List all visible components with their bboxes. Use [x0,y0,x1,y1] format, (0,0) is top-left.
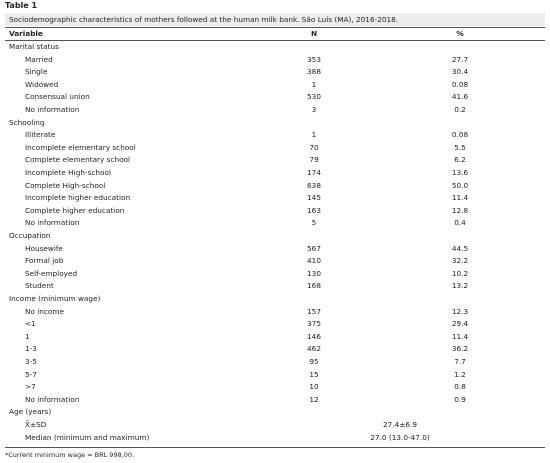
cell-pct: 30.4 [451,67,469,77]
cell-pct: 13.6 [451,168,469,177]
cell-n: 388 [307,67,321,77]
cell-n: 530 [307,92,321,102]
row-label: Self-employed [25,268,78,278]
cell-pct: 6.2 [454,155,466,165]
rule [5,27,545,28]
cell-pct: 7.7 [454,357,466,366]
header-cell: Variable [9,29,43,38]
cell-pct: 44.5 [451,243,469,253]
row-label: Complete higher education [25,205,125,215]
cell-value: 27.0 (13.0-47.0) [370,432,430,442]
header-cell: % [456,29,464,38]
cell-pct: 0.4 [454,218,466,228]
section-title: Occupation [9,231,51,240]
cell-n: 15 [309,369,319,379]
rule [5,40,545,41]
cell-value: 27.4±6.9 [383,420,417,429]
row-label: Illiterate [25,130,56,140]
cell-pct: 50.0 [451,180,469,190]
row-label: Complete elementary school [25,155,131,165]
cell-pct: 12.8 [451,205,469,215]
section-title: Schooling [9,117,45,127]
row-label: No information [25,218,80,228]
cell-n: 375 [307,319,321,329]
cell-pct: 13.2 [451,281,469,291]
cell-n: 174 [307,168,321,177]
row-label: >7 [25,382,36,392]
cell-pct: 32.2 [451,256,469,266]
header-cell: N [310,29,318,38]
row-label: Student [25,281,54,291]
section-title: Marital status [9,42,59,51]
table-label: Table 1 [5,1,38,10]
cell-pct: 0.8 [454,382,466,392]
row-label: No income [25,306,64,316]
cell-pct: 36.2 [451,344,469,354]
cell-n: 130 [307,268,321,278]
rule [5,447,545,448]
row-label: 1 [25,331,30,341]
cell-pct: 41.6 [451,92,469,102]
cell-n: 638 [307,180,321,190]
row-label: Widowed [25,79,59,89]
caption-bar [5,13,545,26]
row-label: Incomplete elementary school [25,142,136,152]
cell-n: 79 [309,155,319,165]
row-label: 5-7 [25,369,37,379]
cell-pct: 29.4 [451,319,469,329]
cell-n: 12 [309,394,319,404]
section-title: Income (minimum wage) [9,294,101,303]
row-label: 1-3 [25,344,37,354]
cell-n: 157 [307,306,321,316]
footnote: *Current minimum wage = BRL 998,00. [5,451,135,459]
row-label: Single [25,67,48,77]
cell-n: 146 [307,331,321,341]
cell-pct: 0.08 [451,79,469,89]
caption: Sociodemographic characteristics of moth… [9,15,399,24]
row-label: <1 [25,319,36,329]
row-label: No information [25,394,80,404]
row-label: No information [25,105,80,114]
cell-pct: 0.9 [454,394,466,404]
row-label: Incomplete higher education [25,193,131,203]
row-label: Consensual union [25,92,90,102]
cell-n: 10 [309,382,319,392]
row-label: Complete High-school [25,180,106,190]
cell-pct: 0.2 [454,105,466,114]
cell-pct: 0.08 [451,130,469,140]
row-label: Married [25,54,53,64]
cell-pct: 1.2 [454,369,466,379]
cell-n: 5 [311,218,317,228]
row-label: Formal job [25,256,64,266]
cell-n: 3 [311,105,317,114]
cell-n: 353 [307,54,321,64]
cell-n: 163 [307,205,321,215]
cell-n: 462 [307,344,321,354]
cell-pct: 11.4 [451,193,469,203]
row-label: Median (minimum and maximum) [25,432,150,442]
section-title: Age (years) [9,407,52,417]
cell-pct: 10.2 [451,268,469,278]
cell-n: 410 [307,256,321,266]
cell-n: 95 [309,357,319,366]
cell-pct: 5.5 [454,142,466,152]
row-label: Housewife [25,243,63,253]
cell-n: 168 [307,281,321,291]
cell-n: 70 [309,142,319,152]
cell-n: 567 [307,243,321,253]
cell-n: 1 [311,130,317,140]
cell-pct: 12.3 [451,306,469,316]
row-label: 3-5 [25,357,37,366]
cell-pct: 11.4 [451,331,469,341]
row-label: Incomplete High-school [25,168,111,177]
cell-pct: 27.7 [451,54,469,64]
cell-n: 1 [311,79,317,89]
row-label: X̄±SD [25,420,47,429]
cell-n: 145 [307,193,321,203]
